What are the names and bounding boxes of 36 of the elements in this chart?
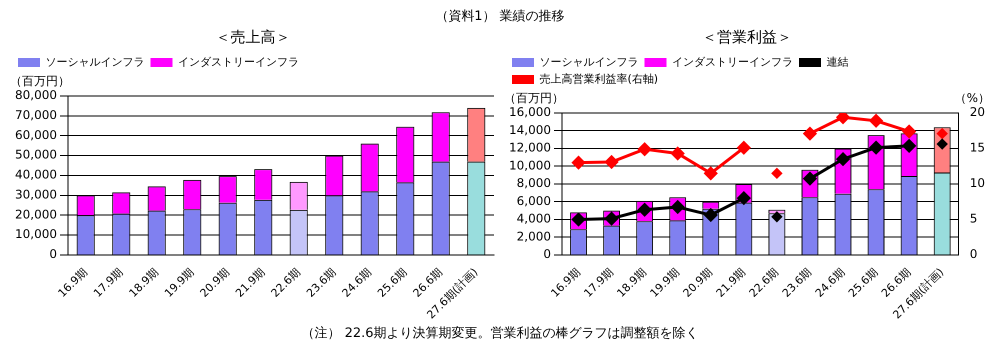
chart-title: ＜営業利益＞ <box>702 28 792 46</box>
y-tick-label: 40,000 <box>14 168 57 182</box>
text: （注） 22.6期より決算期変更。営業利益の棒グラフは調整額を除く <box>300 325 700 342</box>
chart-title: ＜売上高＞ <box>216 28 290 46</box>
y-tick-label: 10,000 <box>14 227 57 242</box>
y-tick-label: 2,000 <box>516 229 551 244</box>
y2-axis-title: （%） <box>954 91 990 106</box>
legend-label: 売上高営業利益率(右軸) <box>540 72 658 86</box>
legend-label: ソーシャルインフラ <box>46 55 144 68</box>
y2-tick-label: 10 <box>970 176 986 190</box>
y-tick-label: 50,000 <box>14 148 57 162</box>
y2-tick-label: 0 <box>970 247 978 262</box>
legend-label: インダストリーインフラ <box>178 55 299 68</box>
y-tick-label: 6,000 <box>516 194 551 208</box>
y-tick-label: 70,000 <box>14 108 57 122</box>
legend-label: ソーシャルインフラ <box>540 55 638 68</box>
y-tick-label: 0 <box>49 247 57 262</box>
y2-tick-label: 5 <box>970 212 978 226</box>
y-tick-label: 12,000 <box>508 140 551 155</box>
y-tick-label: 80,000 <box>14 88 57 102</box>
y-axis-title: （百万円） <box>10 74 70 88</box>
y-tick-label: 60,000 <box>14 128 57 142</box>
y-tick-label: 8,000 <box>516 176 551 190</box>
y-tick-label: 14,000 <box>508 122 551 137</box>
y-tick-label: 16,000 <box>508 105 551 120</box>
y-tick-label: 10,000 <box>508 158 551 172</box>
y-tick-label: 4,000 <box>516 212 551 226</box>
y2-tick-label: 20 <box>970 105 986 120</box>
text: （資料1） 業績の推移 <box>434 8 566 25</box>
legend-label: 連結 <box>826 55 848 68</box>
legend-label: インダストリーインフラ <box>672 55 793 68</box>
y2-tick-label: 15 <box>970 140 986 155</box>
y-tick-label: 0 <box>543 247 551 262</box>
y-tick-label: 20,000 <box>14 207 57 222</box>
y-tick-label: 30,000 <box>14 187 57 202</box>
y-axis-title: （百万円） <box>504 91 564 106</box>
